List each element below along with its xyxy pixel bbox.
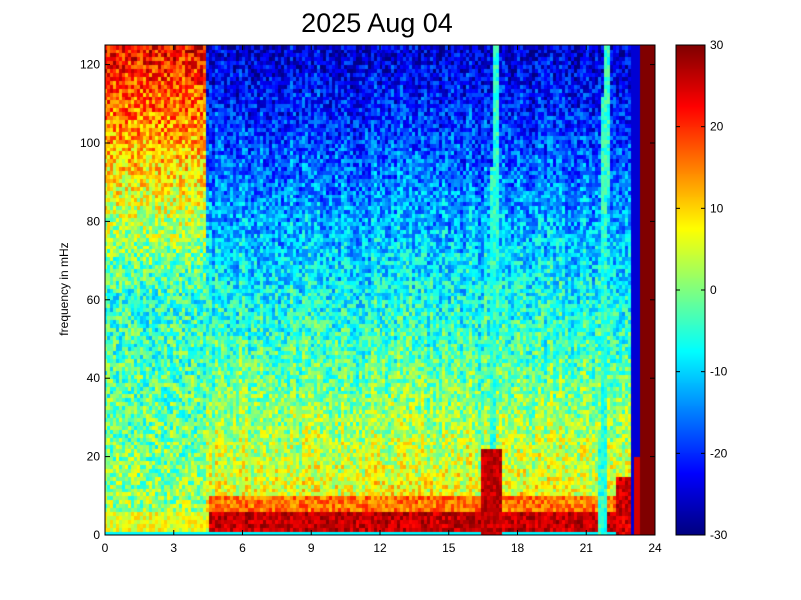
y-axis: 0 20 40 60 80 100 120	[80, 58, 655, 542]
y-tick-label: 100	[80, 136, 100, 150]
colorbar-tick-label: 10	[710, 201, 724, 215]
y-tick-label: 120	[80, 58, 100, 72]
y-tick-label: 20	[87, 450, 101, 464]
colorbar-tick-label: 30	[710, 38, 724, 52]
y-tick-label: 80	[87, 214, 101, 228]
colorbar: -30 -20 -10 0 10 20 30	[675, 38, 728, 542]
y-axis-label: frequency in mHz	[57, 242, 71, 335]
colorbar-tick-label: -20	[710, 446, 728, 460]
x-axis: 0 3 6 9 12 15 18 21 24	[102, 45, 662, 555]
y-tick-label: 40	[87, 371, 101, 385]
x-tick-label: 24	[648, 541, 662, 555]
chart-title: 2025 Aug 04	[301, 8, 453, 38]
colorbar-tick-label: -30	[710, 528, 728, 542]
x-tick-label: 3	[170, 541, 177, 555]
colorbar-tick-label: -10	[710, 365, 728, 379]
y-tick-label: 60	[87, 293, 101, 307]
colorbar-ticks: -30 -20 -10 0 10 20 30	[676, 38, 728, 542]
y-tick-label: 0	[93, 528, 100, 542]
x-tick-label: 18	[511, 541, 525, 555]
x-tick-label: 6	[239, 541, 246, 555]
x-tick-label: 9	[308, 541, 315, 555]
heatmap-area	[105, 45, 655, 535]
colorbar-image	[676, 45, 705, 535]
colorbar-tick-label: 0	[710, 283, 717, 297]
heatmap-image	[105, 45, 655, 535]
x-tick-label: 12	[373, 541, 387, 555]
colorbar-tick-label: 20	[710, 120, 724, 134]
x-tick-label: 0	[102, 541, 109, 555]
x-tick-label: 15	[442, 541, 456, 555]
x-tick-label: 21	[580, 541, 594, 555]
